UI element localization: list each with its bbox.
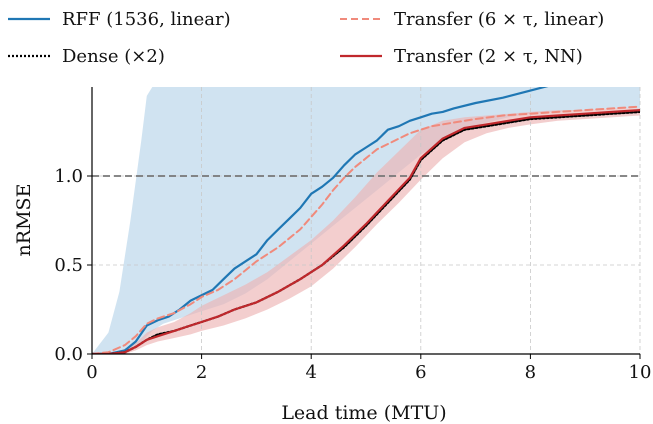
axes <box>91 87 640 355</box>
legend: RFF (1536, linear) Transfer (6 × τ, linea… <box>8 9 604 67</box>
x-tick-label: 6 <box>415 362 426 383</box>
confidence-bands <box>92 87 640 354</box>
series-line-transfer-6-linear <box>92 105 640 354</box>
y-tick-label: 1.0 <box>54 166 83 187</box>
legend-item-dense-2: Dense (×2) <box>8 46 165 67</box>
x-axis-label: Lead time (MTU) <box>281 402 446 424</box>
x-tick-label: 2 <box>196 362 207 383</box>
x-tick-label: 0 <box>86 362 97 383</box>
x-tick-label: 4 <box>305 362 316 383</box>
x-tick-label: 8 <box>525 362 536 383</box>
legend-label: RFF (1536, linear) <box>62 9 231 30</box>
x-tick-label: 10 <box>629 362 652 383</box>
legend-label: Transfer (2 × τ, NN) <box>394 46 583 67</box>
series-line-transfer-2-nn <box>92 108 640 354</box>
band-rff-1536-linear <box>92 87 640 354</box>
legend-item-transfer-6-linear: Transfer (6 × τ, linear) <box>340 9 604 30</box>
ticks: 0 2 4 6 8 10 0.0 0.5 1.0 <box>54 166 651 383</box>
legend-item-rff-1536-linear: RFF (1536, linear) <box>8 9 231 30</box>
y-tick-label: 0.5 <box>54 255 83 276</box>
legend-label: Transfer (6 × τ, linear) <box>394 9 604 30</box>
band-transfer-2-nn <box>92 108 640 354</box>
y-tick-label: 0.0 <box>54 344 83 365</box>
series-lines <box>92 87 640 354</box>
y-axis-label: nRMSE <box>13 184 35 257</box>
legend-label: Dense (×2) <box>62 46 165 67</box>
legend-item-transfer-2-nn: Transfer (2 × τ, NN) <box>340 46 583 67</box>
